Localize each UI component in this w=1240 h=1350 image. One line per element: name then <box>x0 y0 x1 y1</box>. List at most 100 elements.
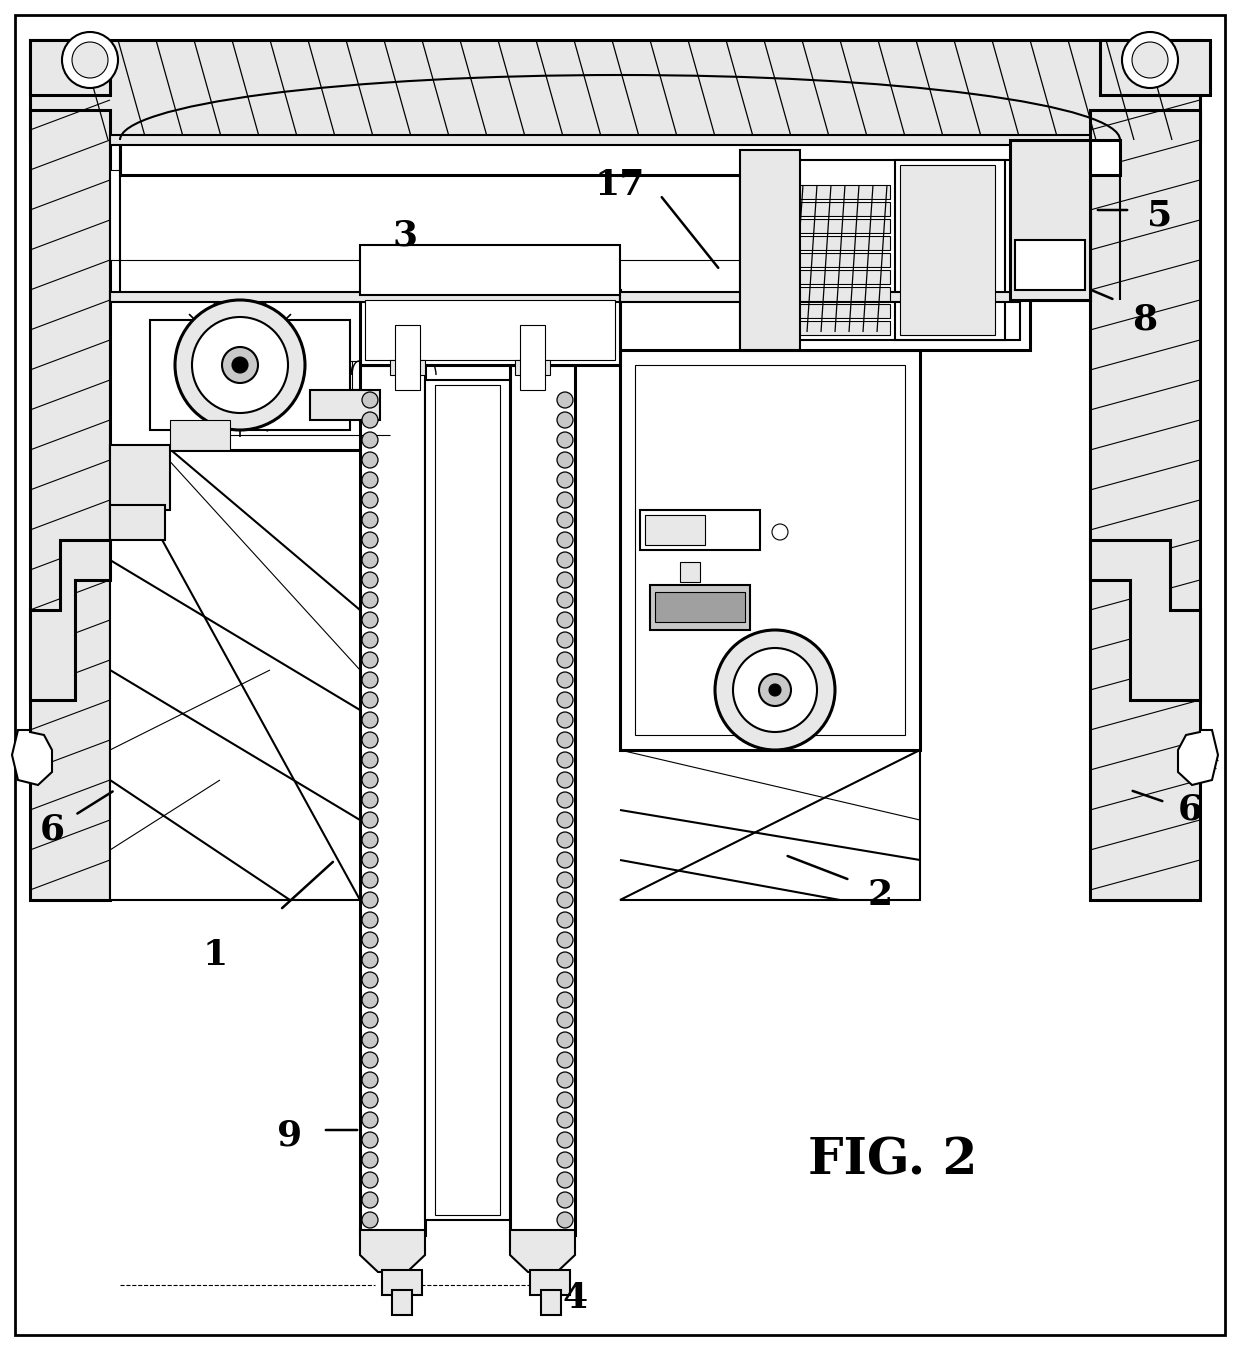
Bar <box>900 165 994 335</box>
Bar <box>760 219 890 234</box>
Circle shape <box>362 952 378 968</box>
Bar <box>110 170 1090 261</box>
Circle shape <box>362 432 378 448</box>
Circle shape <box>557 412 573 428</box>
Bar <box>760 270 890 284</box>
Circle shape <box>362 1072 378 1088</box>
Circle shape <box>557 1212 573 1228</box>
Circle shape <box>557 572 573 589</box>
Bar <box>360 290 620 364</box>
Circle shape <box>557 1133 573 1147</box>
Circle shape <box>557 772 573 788</box>
Bar <box>435 385 500 1215</box>
Circle shape <box>1122 32 1178 88</box>
Circle shape <box>362 572 378 589</box>
Circle shape <box>557 693 573 707</box>
Polygon shape <box>1178 730 1218 784</box>
Polygon shape <box>1090 540 1200 701</box>
Bar <box>760 185 890 198</box>
Circle shape <box>362 532 378 548</box>
Text: 1: 1 <box>202 938 228 972</box>
Circle shape <box>557 512 573 528</box>
Circle shape <box>557 1152 573 1168</box>
Circle shape <box>557 612 573 628</box>
Text: 8: 8 <box>1132 302 1158 338</box>
Circle shape <box>557 732 573 748</box>
Circle shape <box>362 1052 378 1068</box>
Bar <box>30 109 110 900</box>
Bar <box>310 390 379 420</box>
Text: 6: 6 <box>1178 792 1203 828</box>
Bar <box>30 40 1200 140</box>
Circle shape <box>362 1031 378 1048</box>
Bar <box>529 1270 570 1295</box>
Circle shape <box>362 1112 378 1129</box>
Circle shape <box>362 792 378 809</box>
Circle shape <box>557 672 573 688</box>
Circle shape <box>362 672 378 688</box>
Circle shape <box>715 630 835 751</box>
Bar <box>541 1291 560 1315</box>
Circle shape <box>557 711 573 728</box>
Bar <box>620 350 920 751</box>
Bar <box>391 360 425 375</box>
Circle shape <box>362 452 378 468</box>
Bar <box>365 300 615 360</box>
Circle shape <box>557 491 573 508</box>
Circle shape <box>557 852 573 868</box>
Polygon shape <box>12 730 52 784</box>
Polygon shape <box>510 1230 575 1272</box>
Circle shape <box>557 632 573 648</box>
Circle shape <box>557 931 573 948</box>
Polygon shape <box>620 751 920 900</box>
Bar <box>1016 240 1085 290</box>
Polygon shape <box>110 446 360 900</box>
Bar <box>110 505 165 540</box>
Circle shape <box>362 752 378 768</box>
Text: 5: 5 <box>1147 198 1173 232</box>
Bar <box>1090 109 1200 900</box>
Bar <box>760 236 890 250</box>
Text: 3: 3 <box>392 217 418 252</box>
Circle shape <box>362 832 378 848</box>
Bar <box>1011 140 1090 300</box>
Bar <box>750 161 1021 340</box>
Circle shape <box>362 491 378 508</box>
Circle shape <box>362 772 378 788</box>
Polygon shape <box>360 1230 425 1272</box>
Circle shape <box>557 472 573 487</box>
Circle shape <box>362 693 378 707</box>
Circle shape <box>362 992 378 1008</box>
Bar <box>740 150 800 350</box>
Circle shape <box>362 612 378 628</box>
Circle shape <box>362 1192 378 1208</box>
Circle shape <box>62 32 118 88</box>
Bar <box>30 40 110 94</box>
Circle shape <box>557 432 573 448</box>
Circle shape <box>362 711 378 728</box>
Bar <box>170 420 229 450</box>
Text: FIG. 2: FIG. 2 <box>808 1137 977 1185</box>
Bar <box>760 202 890 216</box>
Circle shape <box>557 832 573 848</box>
Circle shape <box>557 752 573 768</box>
Circle shape <box>557 1172 573 1188</box>
Bar <box>520 325 546 390</box>
Circle shape <box>362 1172 378 1188</box>
Circle shape <box>773 524 787 540</box>
Bar <box>120 140 1120 176</box>
Circle shape <box>192 317 288 413</box>
Bar <box>110 140 1090 300</box>
Circle shape <box>557 552 573 568</box>
Circle shape <box>557 1031 573 1048</box>
Bar <box>760 288 890 301</box>
Circle shape <box>362 872 378 888</box>
Bar <box>360 364 425 1235</box>
Bar <box>760 304 890 319</box>
Bar <box>620 292 1021 302</box>
Circle shape <box>362 552 378 568</box>
Circle shape <box>557 792 573 809</box>
Circle shape <box>362 1212 378 1228</box>
Bar <box>1100 40 1210 94</box>
Circle shape <box>362 811 378 828</box>
